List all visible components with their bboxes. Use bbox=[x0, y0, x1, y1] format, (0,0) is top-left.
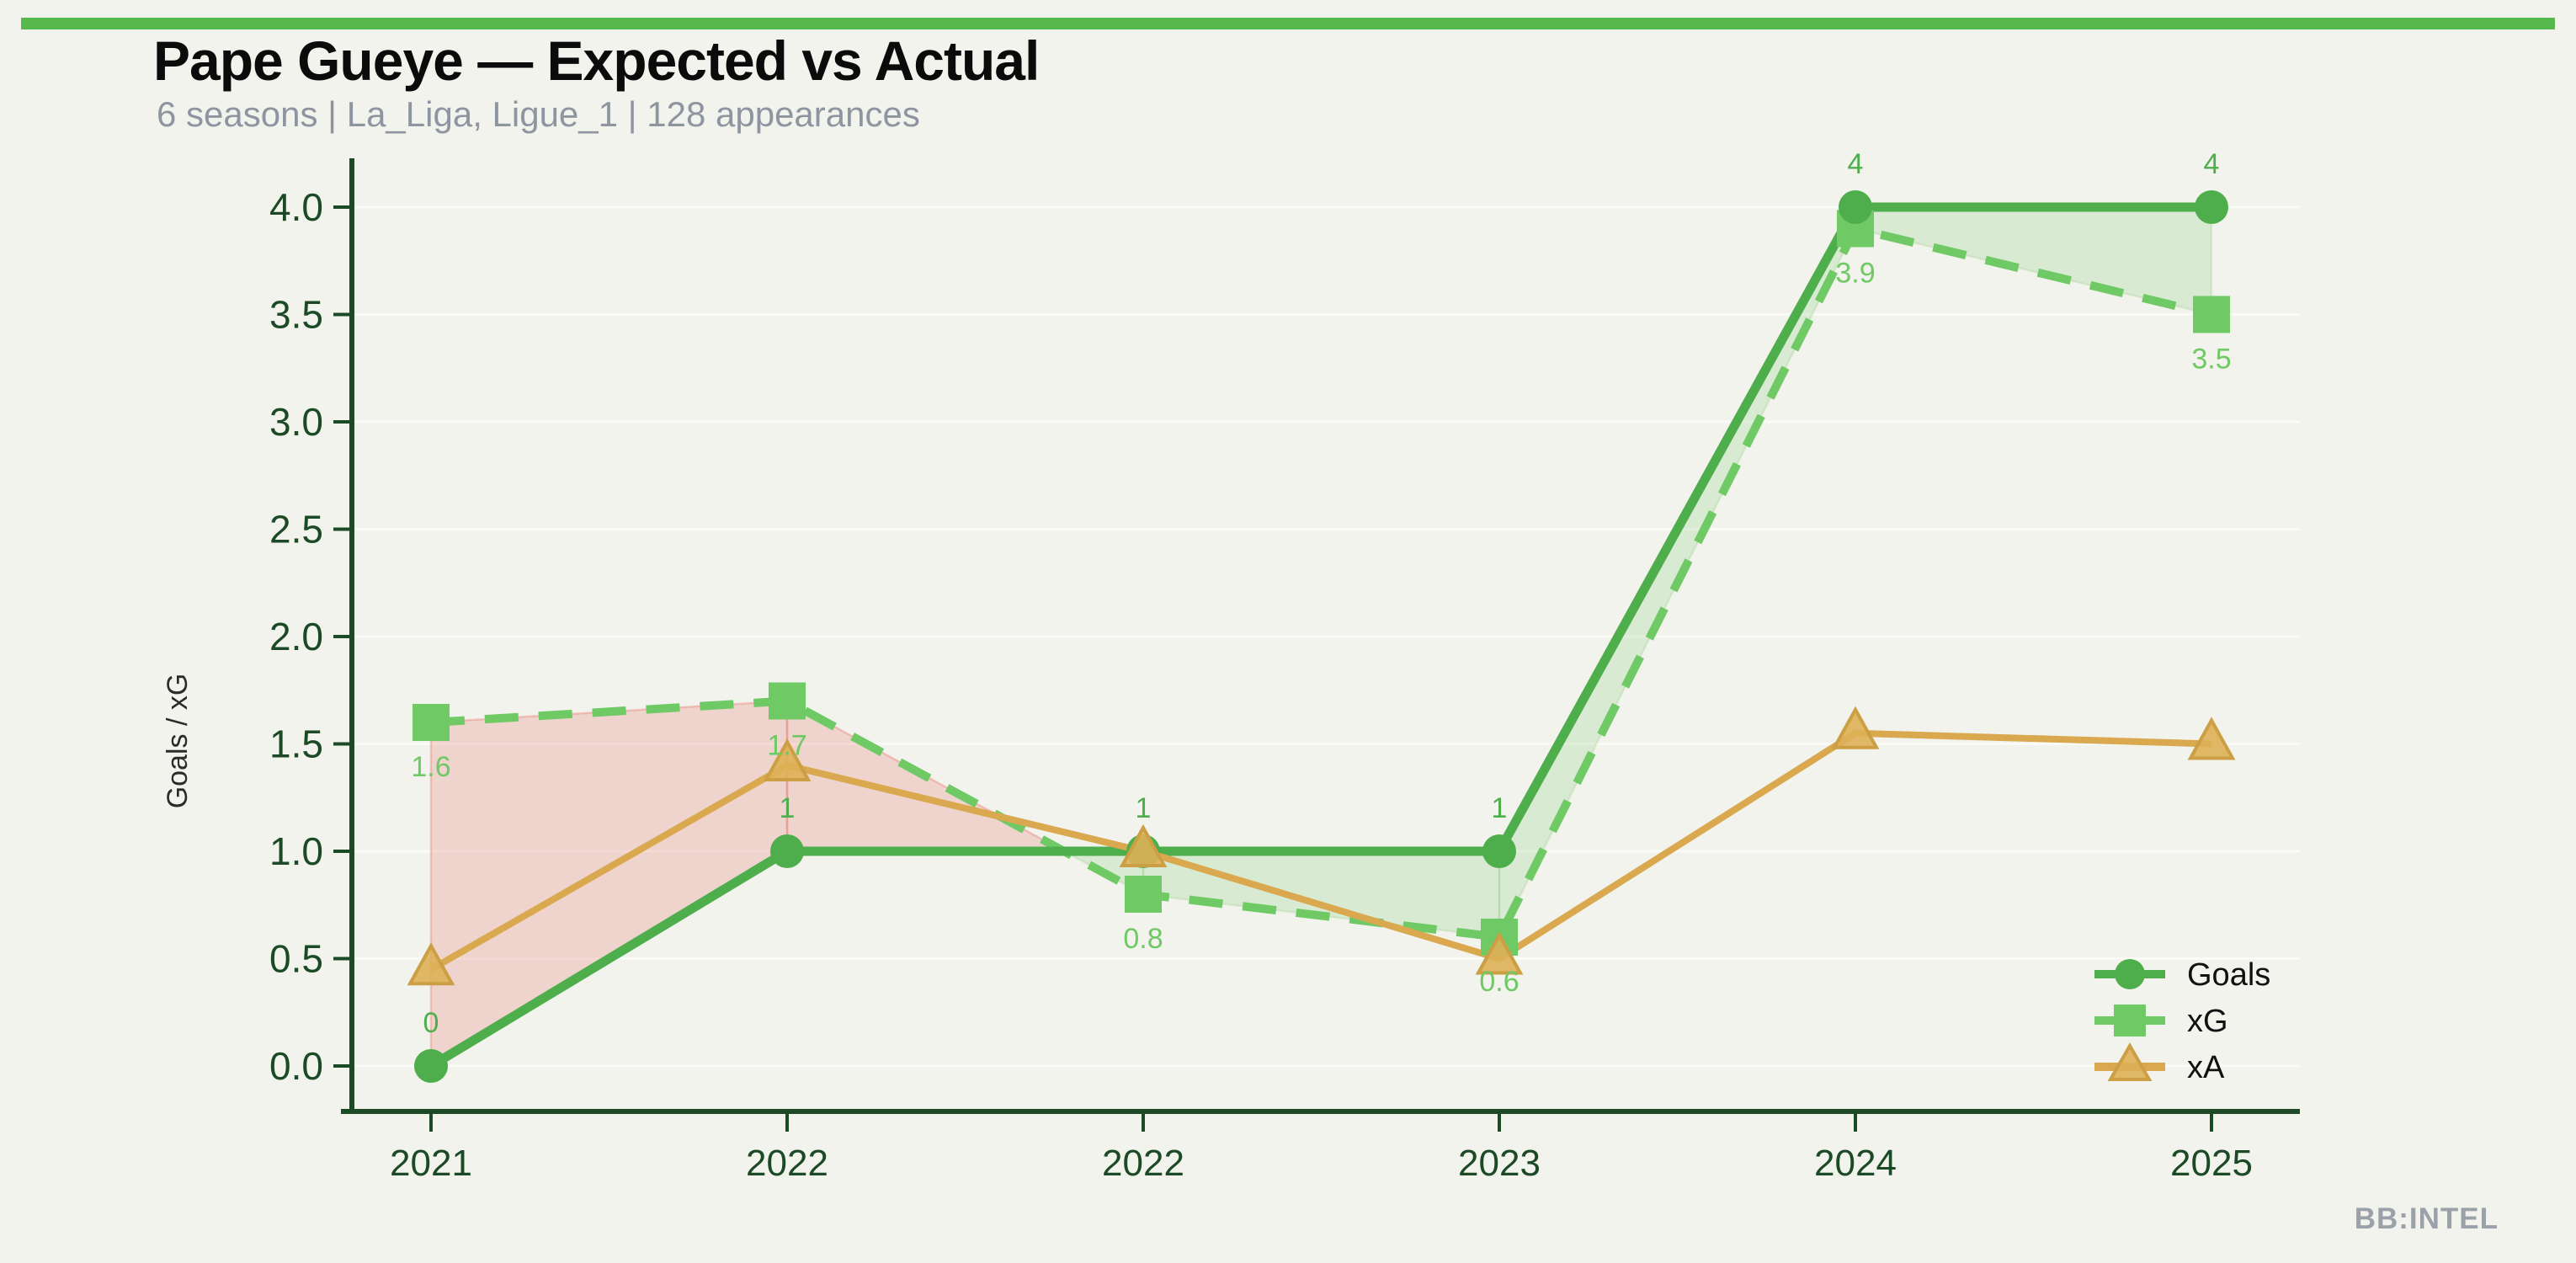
svg-text:xG: xG bbox=[2187, 1004, 2228, 1039]
svg-text:0.6: 0.6 bbox=[1479, 966, 1519, 998]
svg-text:4: 4 bbox=[1848, 148, 1864, 180]
svg-text:0: 0 bbox=[423, 1007, 439, 1039]
svg-text:2022: 2022 bbox=[746, 1143, 828, 1184]
svg-text:2023: 2023 bbox=[1458, 1143, 1541, 1184]
svg-text:2021: 2021 bbox=[390, 1143, 472, 1184]
chart-subtitle: 6 seasons | La_Liga, Ligue_1 | 128 appea… bbox=[157, 94, 920, 134]
svg-text:3.5: 3.5 bbox=[2191, 344, 2231, 376]
legend: Goals xG xA bbox=[2094, 957, 2270, 1085]
svg-text:1.5: 1.5 bbox=[269, 722, 323, 766]
svg-text:Goals: Goals bbox=[2187, 957, 2270, 993]
fill-goals-over-xg bbox=[1063, 205, 2213, 939]
y-axis-title: Goals / xG bbox=[162, 674, 194, 809]
xa-line bbox=[429, 729, 2212, 973]
xg-markers bbox=[412, 210, 2230, 956]
legend-item-xg: xG bbox=[2094, 1004, 2228, 1039]
goals-point-labels: 0 1 1 1 4 4 bbox=[423, 148, 2220, 1039]
top-accent-bar bbox=[21, 18, 2555, 29]
watermark-label: BB:INTEL bbox=[2354, 1202, 2499, 1235]
svg-text:2022: 2022 bbox=[1102, 1143, 1184, 1184]
svg-text:1.7: 1.7 bbox=[767, 730, 806, 762]
svg-text:2.0: 2.0 bbox=[269, 615, 323, 658]
xg-line bbox=[430, 223, 2213, 942]
svg-text:3.0: 3.0 bbox=[269, 400, 323, 444]
svg-text:2.5: 2.5 bbox=[269, 508, 323, 552]
xa-markers bbox=[407, 706, 2236, 986]
svg-text:1.6: 1.6 bbox=[411, 751, 450, 783]
svg-text:3.9: 3.9 bbox=[1835, 258, 1875, 290]
chart-title: Pape Gueye — Expected vs Actual bbox=[153, 29, 1040, 92]
svg-text:0.5: 0.5 bbox=[269, 937, 323, 981]
svg-text:2025: 2025 bbox=[2170, 1143, 2253, 1184]
svg-text:0.8: 0.8 bbox=[1123, 923, 1163, 955]
xg-point-labels: 1.6 1.7 0.8 0.6 3.9 3.5 bbox=[411, 258, 2231, 999]
svg-text:3.5: 3.5 bbox=[269, 293, 323, 337]
svg-text:1: 1 bbox=[1492, 792, 1508, 824]
axes: 0.0 0.5 1.0 1.5 2.0 2.5 3.0 3.5 4.0 2021 2022 2022 2… bbox=[269, 158, 2300, 1184]
svg-text:xA: xA bbox=[2187, 1050, 2225, 1085]
svg-text:1: 1 bbox=[1136, 792, 1152, 824]
svg-text:0.0: 0.0 bbox=[269, 1044, 323, 1088]
goals-line bbox=[428, 202, 2211, 1070]
svg-text:2024: 2024 bbox=[1814, 1143, 1897, 1184]
svg-text:1.0: 1.0 bbox=[269, 829, 323, 873]
legend-item-xa: xA bbox=[2094, 1042, 2225, 1085]
svg-text:1: 1 bbox=[780, 792, 796, 824]
svg-text:4.0: 4.0 bbox=[269, 185, 323, 229]
legend-item-goals: Goals bbox=[2094, 957, 2270, 993]
svg-text:4: 4 bbox=[2204, 148, 2220, 180]
